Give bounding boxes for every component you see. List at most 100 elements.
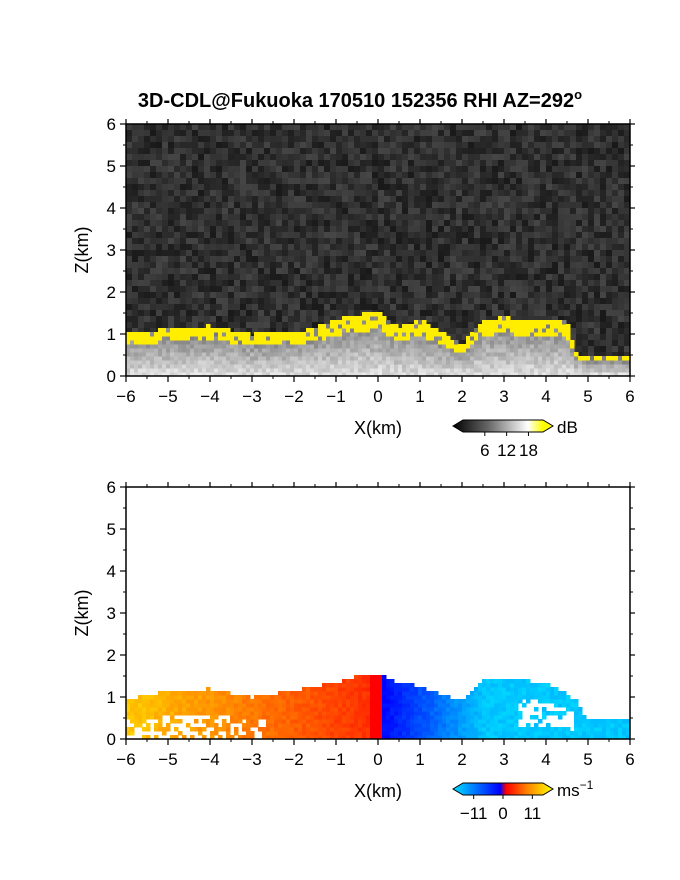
snr-noise-cell [468,202,474,208]
snr-noise-cell [180,232,186,238]
snr-echo-cell [514,364,519,369]
snr-noise-cell [444,172,450,178]
snr-echo-cell [450,352,455,357]
snr-echo-cell [198,360,203,365]
snr-noise-cell [228,166,234,172]
snr-echo-cell [446,352,451,357]
snr-echo-cell [206,368,211,373]
snr-noise-cell [606,232,612,238]
snr-noise-cell [240,196,246,202]
snr-noise-cell [330,142,336,148]
snr-noise-cell [282,124,288,130]
snr-echo-cell [450,360,455,365]
snr-noise-cell [492,310,498,316]
snr-noise-cell [486,154,492,160]
snr-echo-cell [214,364,219,369]
snr-noise-cell [198,214,204,220]
snr-noise-cell [600,238,606,244]
snr-noise-cell [456,148,462,154]
snr-noise-cell [606,262,612,268]
snr-noise-cell [576,160,582,166]
snr-noise-cell [144,202,150,208]
snr-echo-cell [438,364,443,369]
snr-noise-cell [384,238,390,244]
snr-echo-cell [154,336,159,341]
snr-noise-cell [540,202,546,208]
snr-echo-cell [214,360,219,365]
snr-echo-cell [438,360,443,365]
snr-noise-cell [516,172,522,178]
snr-noise-cell [606,334,612,340]
snr-noise-cell [186,292,192,298]
snr-echo-cell [402,360,407,365]
snr-noise-cell [336,154,342,160]
snr-noise-cell [408,292,414,298]
snr-echo-cell [354,344,359,349]
snr-echo-cell [598,364,603,369]
snr-noise-cell [456,274,462,280]
snr-echo-cell [266,356,271,361]
snr-echo-cell [430,332,435,337]
snr-noise-cell [504,220,510,226]
snr-noise-cell [552,316,558,322]
snr-echo-cell [322,324,327,329]
snr-echo-cell [454,344,459,349]
snr-noise-cell [618,184,624,190]
snr-noise-cell [510,172,516,178]
snr-noise-cell [456,214,462,220]
snr-noise-cell [528,226,534,232]
snr-noise-cell [288,220,294,226]
snr-echo-cell [466,360,471,365]
snr-noise-cell [474,196,480,202]
snr-noise-cell [336,220,342,226]
snr-echo-cell [230,356,235,361]
snr-noise-cell [432,286,438,292]
snr-noise-cell [426,190,432,196]
snr-noise-cell [564,304,570,310]
snr-noise-cell [180,130,186,136]
snr-noise-cell [138,136,144,142]
snr-noise-cell [150,178,156,184]
snr-echo-cell [210,360,215,365]
snr-noise-cell [210,124,216,130]
snr-noise-cell [438,130,444,136]
snr-echo-cell [246,352,251,357]
snr-echo-cell [346,336,351,341]
snr-noise-cell [294,214,300,220]
snr-noise-cell [570,154,576,160]
snr-noise-cell [192,310,198,316]
snr-noise-cell [336,292,342,298]
snr-echo-cell [526,368,531,373]
snr-echo-cell [182,352,187,357]
snr-noise-cell [372,286,378,292]
snr-noise-cell [270,262,276,268]
snr-echo-cell [426,332,431,337]
snr-noise-cell [510,274,516,280]
snr-noise-cell [162,244,168,250]
snr-echo-cell [162,372,167,376]
snr-echo-cell [406,328,411,333]
snr-echo-cell [386,372,391,376]
snr-noise-cell [240,130,246,136]
snr-echo-cell [474,352,479,357]
snr-noise-cell [348,130,354,136]
snr-noise-cell [516,304,522,310]
snr-echo-cell [370,340,375,345]
snr-noise-cell [264,244,270,250]
snr-echo-cell [366,336,371,341]
snr-noise-cell [306,214,312,220]
snr-noise-cell [576,280,582,286]
snr-echo-cell [402,324,407,329]
snr-noise-cell [438,274,444,280]
snr-noise-cell [564,124,570,130]
snr-noise-cell [378,148,384,154]
snr-noise-cell [486,244,492,250]
snr-noise-cell [468,190,474,196]
snr-echo-cell [434,344,439,349]
snr-noise-cell [222,178,228,184]
snr-noise-cell [258,328,264,334]
snr-noise-cell [180,148,186,154]
snr-echo-cell [338,340,343,345]
snr-echo-cell [290,340,295,345]
snr-noise-cell [462,178,468,184]
